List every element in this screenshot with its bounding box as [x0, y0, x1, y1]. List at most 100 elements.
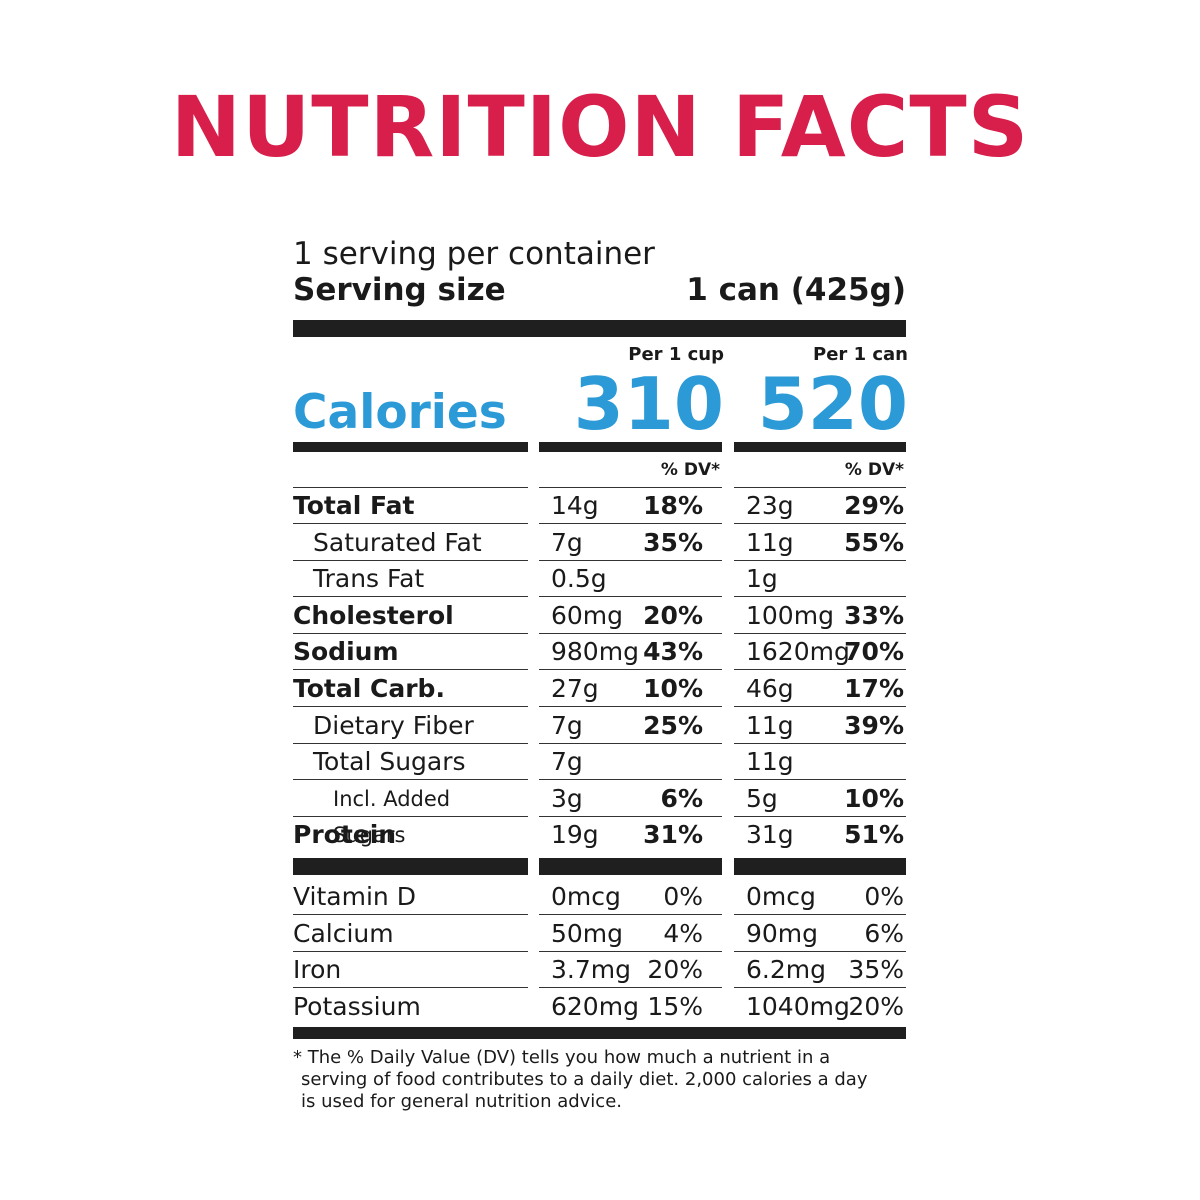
nutrient-cell: 0mcg 0% — [734, 879, 906, 915]
nutrient-cell: 0.5g — [539, 561, 722, 598]
amount: 980mg — [551, 637, 639, 667]
nutrient-cell: 11g 55% — [734, 525, 906, 561]
nutrient-name: Total Fat — [293, 488, 528, 524]
amount: 100mg — [746, 600, 834, 630]
amount: 0mcg — [746, 882, 816, 911]
amount: 27g — [551, 674, 599, 703]
amount: 620mg — [551, 991, 639, 1021]
nutrient-name: Sodium — [293, 634, 528, 671]
amount: 1620mg — [746, 637, 850, 667]
amount: 46g — [746, 674, 794, 703]
amount: 14g — [551, 491, 599, 520]
nutrient-name: Incl. Added Sugars — [293, 781, 528, 847]
thick-rule — [539, 858, 722, 875]
amount: 60mg — [551, 600, 624, 630]
nutrient-name: Total Sugars — [293, 744, 528, 781]
daily-value: 20% — [643, 600, 703, 630]
nutrient-name: Total Carb. — [293, 671, 528, 707]
daily-value: 17% — [844, 674, 904, 703]
dv-header-cell — [293, 452, 528, 488]
daily-value: 55% — [844, 527, 904, 557]
title: NUTRITION FACTS — [170, 78, 1030, 176]
nutrient-cell: 46g 17% — [734, 671, 906, 707]
calories-column-header: Per 1 can — [813, 344, 908, 365]
daily-value: 35% — [643, 527, 703, 557]
nutrient-cell: 5g 10% — [734, 781, 906, 817]
amount: 7g — [551, 747, 583, 777]
daily-value: 6% — [660, 783, 703, 813]
amount: 6.2mg — [746, 955, 826, 985]
nutrient-name: Protein — [293, 820, 397, 850]
amount: 1040mg — [746, 991, 850, 1021]
nutrient-name: Potassium — [293, 991, 421, 1021]
daily-value: 51% — [844, 820, 904, 850]
footnote-line: serving of food contributes to a daily d… — [301, 1069, 868, 1091]
daily-value: 6% — [864, 918, 904, 948]
nutrient-cell: 3g 6% — [539, 781, 722, 817]
nutrient-cell: 23g 29% — [734, 488, 906, 524]
nutrient-cell: 19g 31% — [539, 817, 722, 853]
daily-value: 10% — [844, 783, 904, 813]
serving-size-value: 1 can (425g) — [686, 272, 906, 308]
calories-rule — [293, 442, 528, 452]
calories-rule — [539, 442, 722, 452]
nutrient-cell: 11g 39% — [734, 708, 906, 744]
daily-value: 33% — [844, 600, 904, 630]
amount: 7g — [551, 710, 583, 740]
nutrient-cell: 3.7mg 20% — [539, 952, 722, 989]
thick-rule — [293, 320, 906, 337]
thick-rule — [293, 1027, 906, 1040]
amount: 23g — [746, 491, 794, 520]
nutrient-cell: 620mg 15% — [539, 989, 722, 1025]
nutrient-name: Trans Fat — [293, 561, 528, 598]
daily-value: 20% — [848, 991, 904, 1021]
calories-value: 310 — [573, 362, 724, 446]
daily-value: 20% — [647, 955, 703, 985]
nutrient-cell: 7g 25% — [539, 708, 722, 744]
nutrient-cell: 6.2mg 35% — [734, 952, 906, 989]
nutrient-cell: 0mcg 0% — [539, 879, 722, 915]
dv-header-cell: % DV* — [734, 452, 906, 488]
amount: 0mcg — [551, 882, 621, 911]
daily-value: 35% — [848, 955, 904, 985]
footnote-line: is used for general nutrition advice. — [301, 1091, 622, 1113]
amount: 90mg — [746, 918, 819, 948]
daily-value: 0% — [864, 882, 904, 911]
amount: 5g — [746, 783, 778, 813]
nutrient-cell: 27g 10% — [539, 671, 722, 707]
nutrient-name: Dietary Fiber — [293, 708, 528, 744]
daily-value: 39% — [844, 710, 904, 740]
nutrient-cell: 7g — [539, 744, 722, 781]
calories-value: 520 — [757, 362, 908, 446]
amount: 7g — [551, 527, 583, 557]
nutrient-name: Vitamin D — [293, 879, 528, 915]
nutrient-cell: 1040mg 20% — [734, 989, 906, 1025]
daily-value: 43% — [643, 637, 703, 667]
nutrient-cell: 100mg 33% — [734, 598, 906, 634]
amount: 3.7mg — [551, 955, 631, 985]
nutrient-name: Cholesterol — [293, 598, 528, 634]
nutrient-cell: 90mg 6% — [734, 916, 906, 952]
nutrient-cell: 1620mg 70% — [734, 634, 906, 671]
nutrient-cell: 7g 35% — [539, 525, 722, 561]
nutrient-cell: 1g — [734, 561, 906, 598]
amount: 11g — [746, 747, 794, 777]
serving-size-label: Serving size — [293, 272, 506, 308]
nutrient-cell: 980mg 43% — [539, 634, 722, 671]
calories-rule — [734, 442, 906, 452]
amount: 3g — [551, 783, 583, 813]
nutrient-cell: 60mg 20% — [539, 598, 722, 634]
amount: 11g — [746, 527, 794, 557]
calories-column-header: Per 1 cup — [628, 344, 724, 365]
dv-header-cell: % DV* — [539, 452, 722, 488]
amount: 1g — [746, 564, 778, 594]
calories-label: Calories — [293, 385, 507, 440]
daily-value: 0% — [663, 882, 703, 911]
daily-value: 29% — [844, 491, 904, 520]
daily-value: 18% — [643, 491, 703, 520]
amount: 0.5g — [551, 564, 607, 594]
dv-header: % DV* — [844, 460, 904, 480]
amount: 19g — [551, 820, 599, 850]
dv-header: % DV* — [660, 460, 720, 480]
